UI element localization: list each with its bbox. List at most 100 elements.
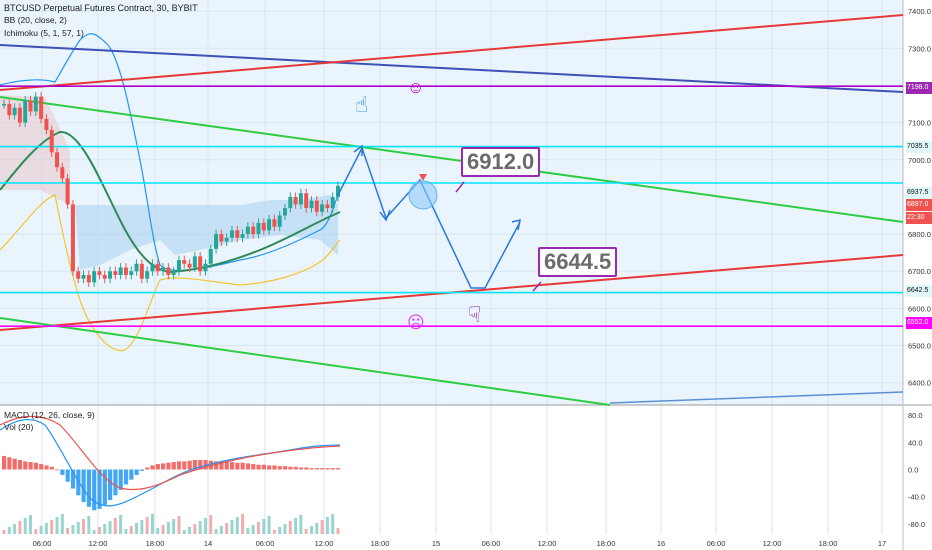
volume-bar bbox=[198, 521, 202, 534]
target-low-label[interactable]: 6644.5 bbox=[538, 247, 618, 277]
candle-body bbox=[134, 263, 139, 272]
macd-histogram-bar bbox=[309, 468, 314, 470]
volume-bar bbox=[304, 529, 308, 534]
volume-bar bbox=[76, 522, 80, 534]
volume-bar bbox=[129, 526, 133, 534]
macd-indicator-label[interactable]: MACD (12, 26, close, 9) bbox=[4, 410, 95, 420]
smiley-icon[interactable]: ☺ bbox=[407, 78, 425, 97]
blue-trendline bbox=[0, 44, 904, 93]
vol-indicator-label[interactable]: Vol (20) bbox=[4, 422, 34, 432]
candle-body bbox=[219, 234, 224, 242]
volume-bar bbox=[262, 519, 266, 534]
volume-bar bbox=[39, 526, 43, 534]
macd-histogram-bar bbox=[49, 466, 54, 470]
candle-body bbox=[108, 271, 113, 279]
down-arrow-marker-icon bbox=[419, 174, 427, 181]
macd-histogram-bar bbox=[76, 469, 81, 496]
volume-bar bbox=[188, 527, 192, 534]
macd-tick-label: -40.0 bbox=[908, 493, 925, 502]
volume-bar bbox=[161, 525, 165, 534]
volume-bar bbox=[320, 520, 324, 534]
volume-bar bbox=[331, 514, 335, 534]
macd-histogram-bar bbox=[187, 460, 192, 470]
volume-bar bbox=[2, 530, 6, 534]
volume-bar bbox=[29, 515, 33, 534]
bb-basis bbox=[0, 130, 341, 274]
price-tick-label: 6400.0 bbox=[908, 379, 931, 388]
candle-body bbox=[320, 204, 325, 212]
ichimoku-indicator-label[interactable]: Ichimoku (5, 1, 57, 1) bbox=[4, 28, 84, 38]
volume-bar bbox=[209, 515, 213, 534]
macd-histogram-bar bbox=[277, 466, 282, 470]
candle-body bbox=[187, 263, 192, 268]
volume-bar bbox=[283, 524, 287, 534]
time-tick-label: 17 bbox=[878, 539, 886, 548]
candle-body bbox=[39, 96, 44, 119]
projection-arrowhead bbox=[379, 209, 391, 222]
volume-bar bbox=[87, 516, 91, 534]
candle-body bbox=[23, 100, 28, 123]
time-tick-label: 16 bbox=[657, 539, 665, 548]
macd-histogram-bar bbox=[70, 469, 76, 489]
last-price-tag: 6897.0 bbox=[906, 199, 932, 211]
candle-body bbox=[86, 274, 91, 283]
frown-icon[interactable]: ☹ bbox=[407, 313, 425, 332]
level-price-tag: 6937.5 bbox=[906, 187, 932, 199]
candle-body bbox=[102, 274, 107, 279]
price-tick-label: 7000.0 bbox=[908, 156, 931, 165]
green-trendline-top bbox=[0, 96, 904, 223]
macd-histogram-bar bbox=[161, 463, 166, 470]
candle-body bbox=[203, 263, 208, 272]
candle-body bbox=[60, 167, 65, 179]
macd-histogram-bar bbox=[44, 465, 49, 470]
volume-bar bbox=[246, 528, 250, 534]
candle-body bbox=[245, 226, 250, 235]
volume-bar bbox=[230, 520, 234, 534]
candle-body bbox=[55, 152, 60, 168]
pointing-hand-down-icon[interactable]: ☟ bbox=[468, 302, 482, 327]
macd-histogram-bar bbox=[330, 468, 335, 470]
target-circle[interactable] bbox=[408, 180, 438, 210]
macd-histogram-bar bbox=[245, 463, 251, 470]
candle-body bbox=[256, 222, 261, 235]
candle-body bbox=[282, 208, 287, 216]
candle-body bbox=[272, 219, 277, 227]
candle-body bbox=[155, 263, 160, 272]
candle-body bbox=[113, 271, 118, 275]
volume-bar bbox=[55, 517, 59, 534]
candle-body bbox=[198, 256, 203, 272]
candle-body bbox=[261, 222, 266, 231]
time-tick-label: 14 bbox=[204, 539, 212, 548]
candle-body bbox=[145, 271, 150, 279]
macd-histogram-bar bbox=[139, 469, 145, 471]
macd-histogram-bar bbox=[155, 464, 160, 470]
macd-histogram-bar bbox=[166, 462, 171, 470]
candle-body bbox=[182, 260, 187, 264]
candle-body bbox=[129, 271, 134, 275]
candle-body bbox=[123, 267, 128, 275]
macd-histogram-bar bbox=[171, 462, 176, 470]
price-tick-label: 6700.0 bbox=[908, 267, 931, 276]
macd-histogram-bar bbox=[176, 461, 182, 470]
candle-body bbox=[65, 178, 70, 205]
volume-bar bbox=[294, 518, 298, 534]
candle-body bbox=[214, 234, 219, 249]
pointing-hand-up-icon[interactable]: ☝ bbox=[355, 92, 369, 117]
candle-body bbox=[277, 215, 282, 227]
volume-bar bbox=[7, 527, 11, 534]
target-high-label[interactable]: 6912.0 bbox=[461, 147, 541, 177]
macd-histogram-bar bbox=[261, 464, 266, 470]
macd-histogram-bar bbox=[113, 469, 118, 496]
candle-body bbox=[192, 256, 197, 268]
bb-indicator-label[interactable]: BB (20, close, 2) bbox=[4, 15, 67, 25]
candle-body bbox=[336, 185, 340, 197]
candle-body bbox=[166, 267, 171, 275]
candle-body bbox=[298, 193, 303, 205]
macd-histogram-bar bbox=[60, 469, 65, 475]
time-tick-label: 06:00 bbox=[256, 539, 275, 548]
volume-bar bbox=[288, 521, 292, 534]
volume-bar bbox=[44, 523, 48, 534]
macd-histogram-bar bbox=[336, 468, 341, 470]
candle-body bbox=[150, 263, 155, 272]
